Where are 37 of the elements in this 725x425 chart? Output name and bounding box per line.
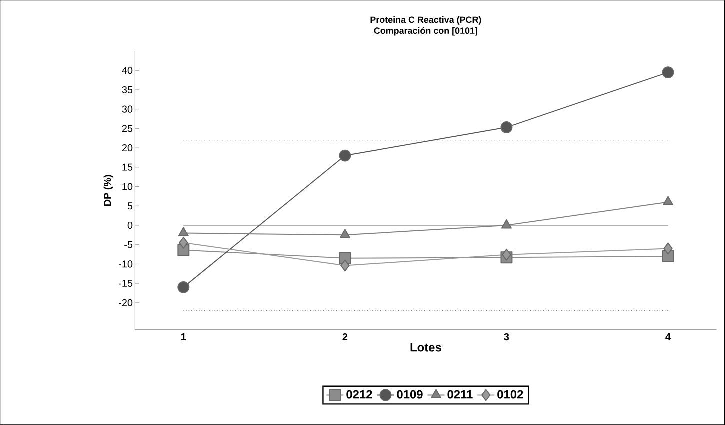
x-axis-title: Lotes: [410, 343, 442, 352]
legend-label: 0102: [498, 390, 524, 399]
y-axis-title: DP (%): [104, 174, 114, 206]
point: [662, 66, 674, 78]
y-tick-label: -20: [119, 299, 133, 306]
legend-label: 0212: [346, 390, 372, 399]
point: [339, 150, 352, 162]
y-tick-label: -10: [119, 260, 133, 268]
x-tick-label: 4: [666, 333, 671, 340]
y-tick-label: -5: [124, 241, 133, 248]
point: [340, 229, 350, 238]
x-tick-label: 1: [182, 333, 186, 340]
y-tick-label: 15: [122, 164, 133, 171]
y-tick-label: 35: [122, 86, 133, 94]
y-tick-label: 25: [122, 125, 133, 132]
y-tick-label: 5: [128, 202, 133, 210]
point: [340, 260, 350, 272]
y-tick-label: 20: [122, 144, 133, 152]
legend-label: 0109: [397, 390, 423, 399]
point: [663, 196, 674, 206]
point: [502, 248, 512, 261]
y-tick-label: -15: [119, 280, 133, 287]
y-tick-label: 10: [122, 183, 133, 190]
y-tick-label: 0: [128, 222, 133, 229]
y-tick-label: 30: [122, 106, 133, 113]
point: [178, 281, 190, 294]
legend-label: 0211: [448, 390, 473, 399]
x-tick-label: 3: [504, 333, 510, 340]
chart-subtitle: Comparación con [0101]: [374, 27, 478, 36]
x-tick-label: 2: [342, 333, 348, 340]
point: [179, 236, 188, 249]
y-tick-label: 40: [122, 66, 133, 74]
point: [501, 219, 512, 229]
chart-title: Proteina C Reactiva (PCR): [370, 16, 482, 25]
point: [500, 121, 513, 134]
point: [178, 227, 189, 236]
point: [664, 242, 673, 255]
